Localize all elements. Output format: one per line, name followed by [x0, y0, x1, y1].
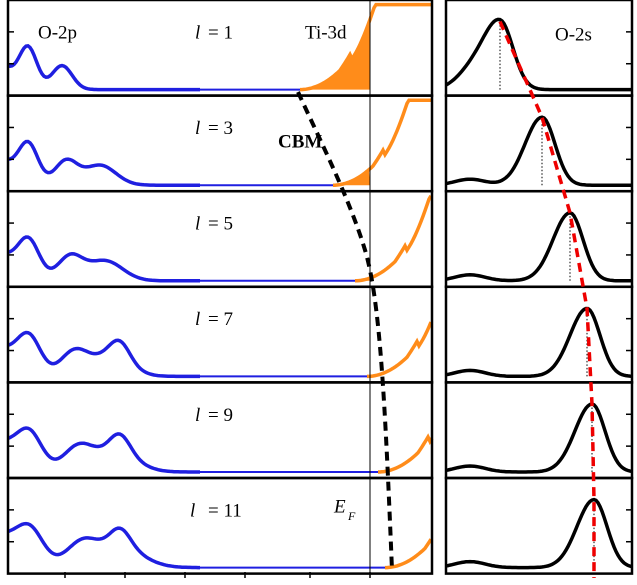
cbm-trend — [296, 91, 394, 571]
l-label: l — [195, 214, 200, 235]
o2s-curve — [445, 210, 632, 283]
l-label: l — [195, 309, 200, 330]
left-frame — [6, 381, 434, 480]
ti3d-curve — [333, 98, 431, 187]
l-label: l — [195, 118, 200, 139]
o2p-curve — [7, 235, 200, 283]
l-label: l — [195, 22, 200, 43]
occupied-fill — [300, 19, 370, 90]
o2p-label: O-2p — [38, 22, 77, 43]
right-frame — [444, 0, 634, 97]
ti3d-curve — [367, 321, 433, 379]
o2s-curve — [445, 115, 632, 187]
o2p-curve — [7, 521, 200, 570]
occupied-fill — [333, 169, 370, 186]
o2s-curve — [445, 402, 633, 474]
ti3d-label: Ti-3d — [305, 22, 347, 43]
right-frame — [444, 189, 634, 289]
l-value: = 11 — [208, 500, 242, 521]
l-value: = 5 — [208, 214, 233, 235]
o2s-curve — [445, 497, 633, 570]
ti3d-curve — [355, 194, 433, 283]
l-label: l — [190, 500, 195, 521]
o2s-curve — [445, 17, 632, 92]
o2p-curve — [7, 426, 200, 474]
l-label: l — [195, 405, 200, 426]
l-value: = 9 — [208, 405, 233, 426]
o2p-curve — [7, 330, 200, 379]
o2p-curve — [7, 44, 200, 92]
o2s-label: O-2s — [555, 24, 592, 45]
o2s-trend — [498, 20, 596, 578]
left-frame — [6, 476, 434, 575]
o2s-curve — [445, 306, 633, 379]
left-frame — [6, 285, 434, 384]
right-frame — [444, 285, 634, 384]
cbm-label: CBM — [278, 131, 322, 152]
left-frame — [6, 189, 434, 289]
o2p-curve — [7, 139, 200, 187]
l-value: = 7 — [208, 309, 233, 330]
l-value: = 3 — [208, 118, 233, 139]
right-frame — [444, 476, 634, 575]
l-value: = 1 — [208, 22, 233, 43]
plot-layer: l = 1 l = 3 l = 5 l = 7 l = 9 l = 11 — [6, 0, 634, 578]
fermi-subscript: F — [347, 509, 356, 523]
fermi-label: E — [333, 496, 346, 517]
ti3d-curve — [300, 2, 432, 92]
ti3d-curve — [385, 538, 433, 570]
